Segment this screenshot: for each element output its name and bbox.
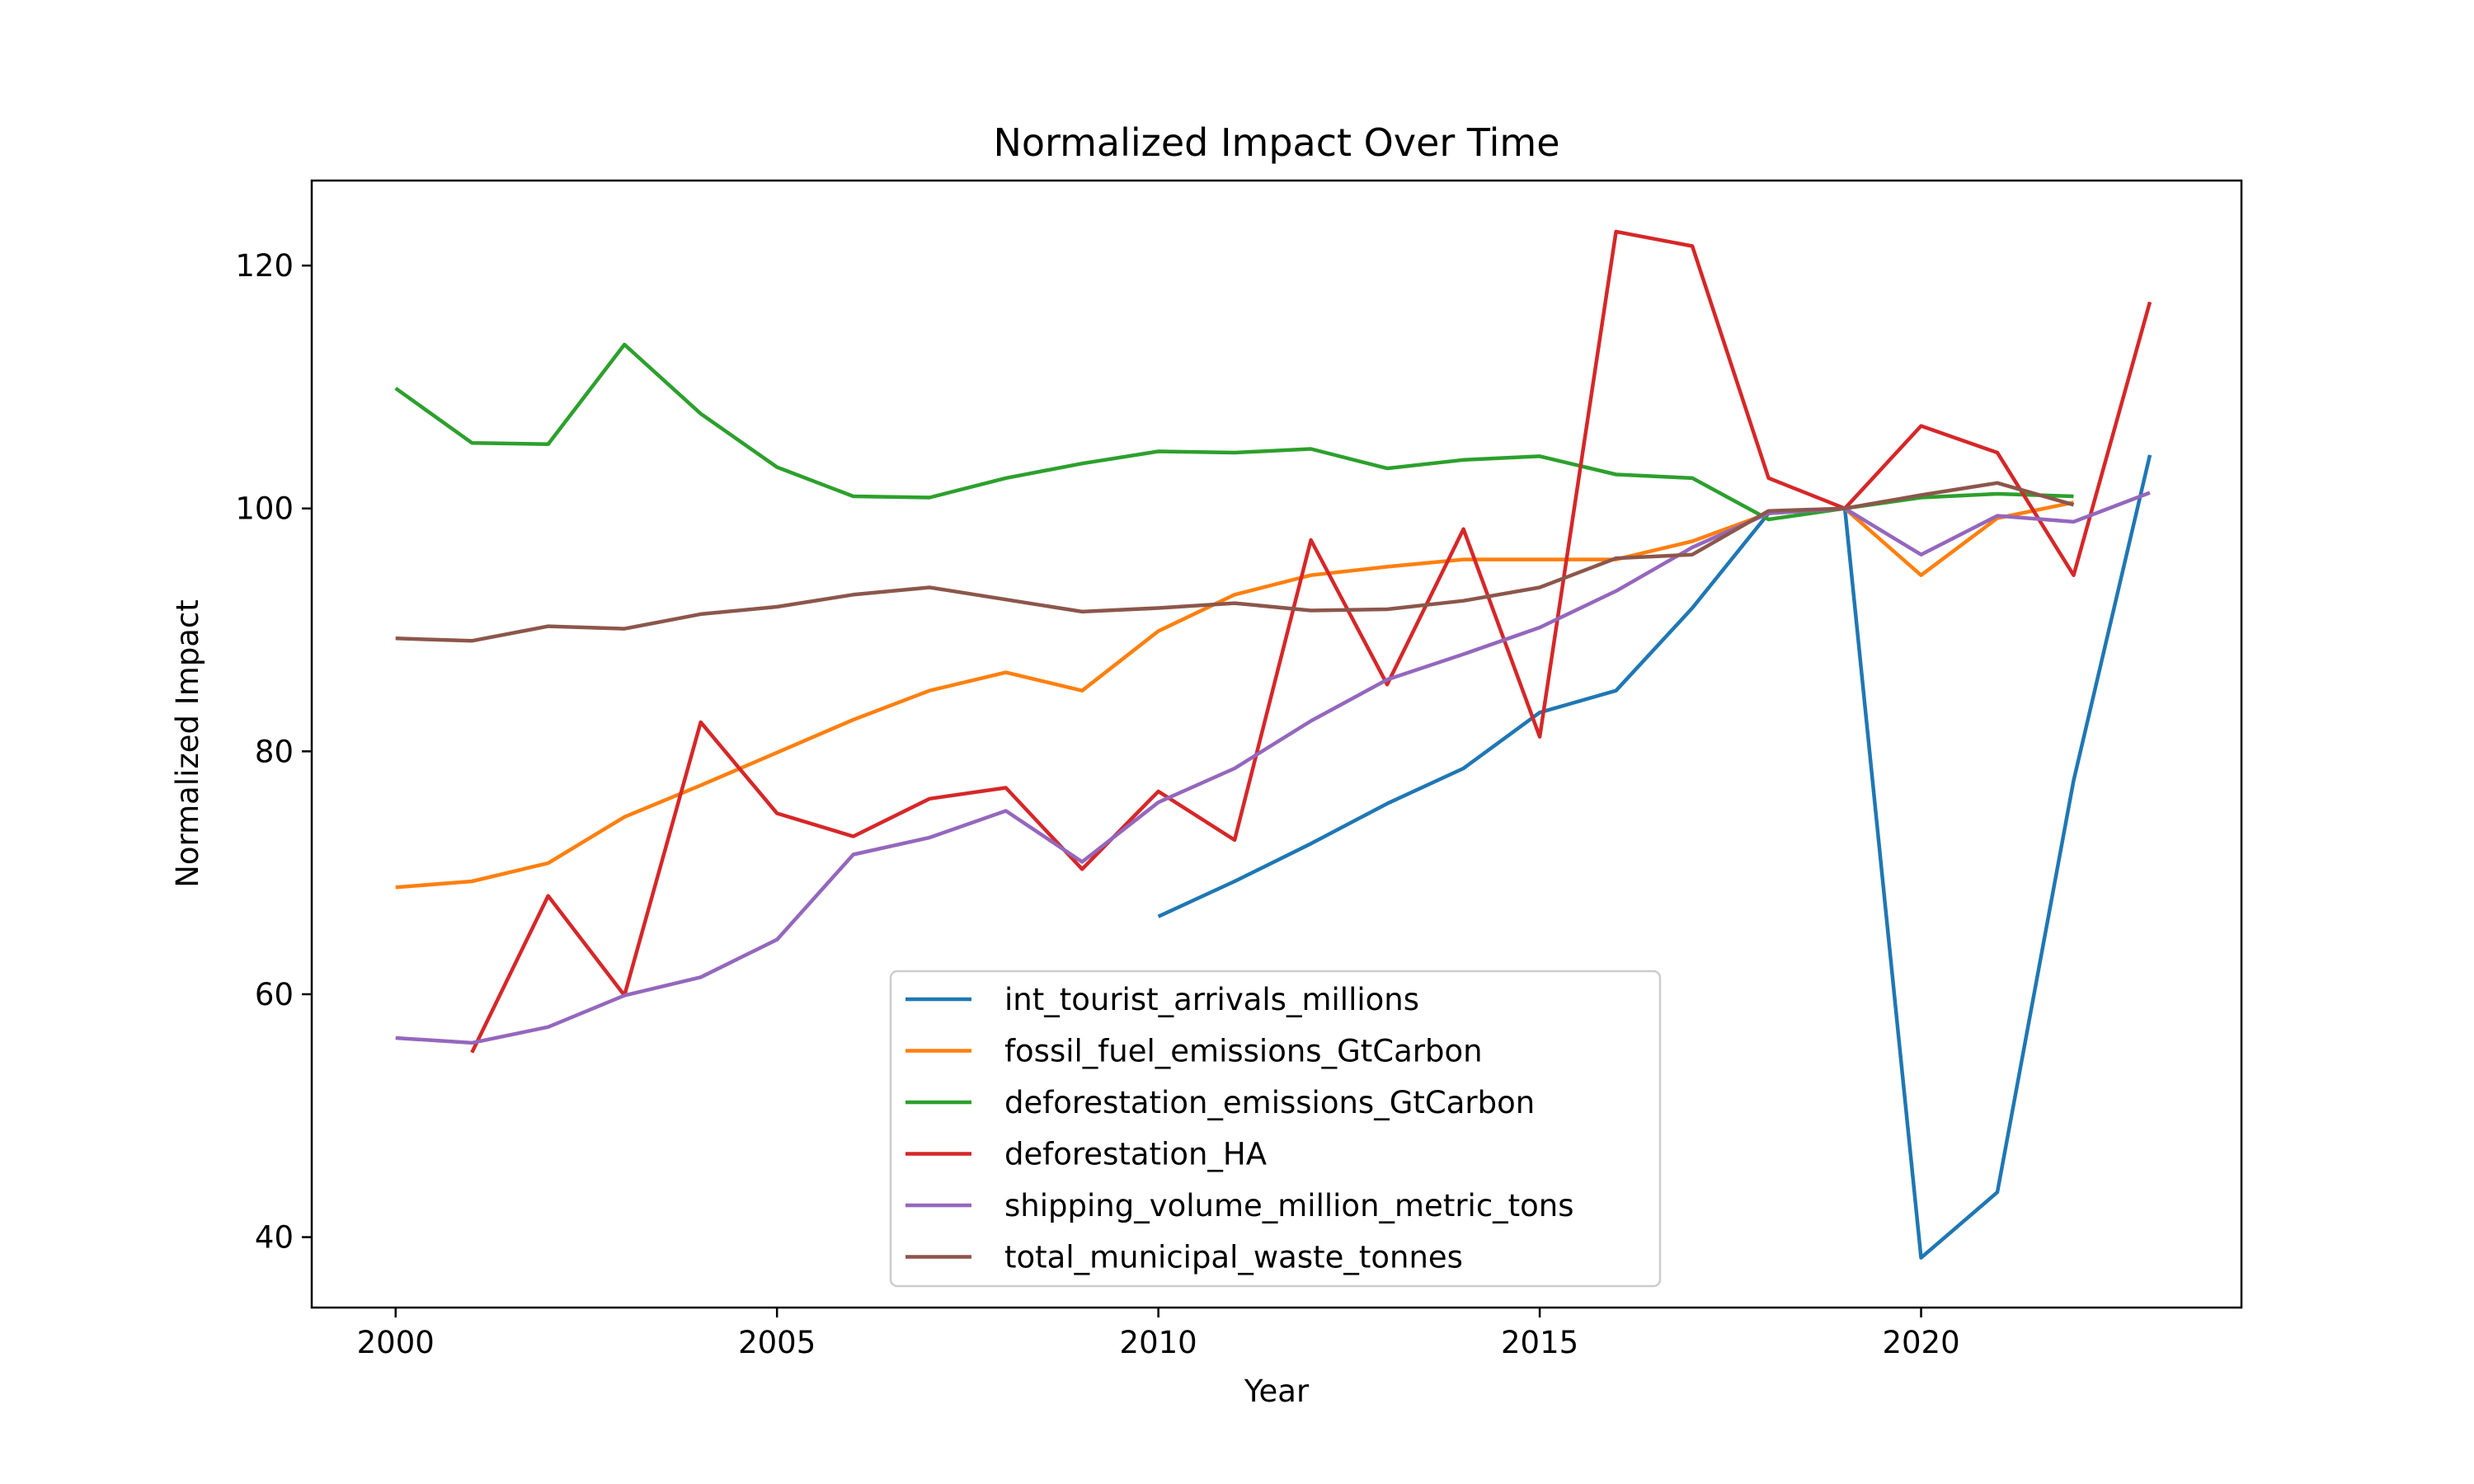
legend: int_tourist_arrivals_millions fossil_fuel… bbox=[889, 970, 1662, 1288]
x-tick-label: 2005 bbox=[738, 1325, 816, 1360]
legend-frame bbox=[889, 970, 1662, 1288]
legend-label-fossil_fuel_emissions_GtCarbon: fossil_fuel_emissions_GtCarbon bbox=[1004, 1034, 1483, 1069]
series-line-total_municipal_waste_tonnes bbox=[395, 481, 2075, 643]
y-axis-label: Normalized Impact bbox=[170, 599, 205, 888]
x-axis: 2000 2005 2010 2015 2020 bbox=[357, 1308, 1960, 1360]
x-axis-label: Year bbox=[1244, 1374, 1310, 1409]
x-tick-label: 2020 bbox=[1882, 1325, 1959, 1360]
series-line-shipping_volume_million_metric_tons bbox=[395, 491, 2151, 1045]
y-axis: 40 60 80 100 120 bbox=[235, 248, 312, 1256]
legend-label-shipping_volume_million_metric_tons: shipping_volume_million_metric_tons bbox=[1004, 1188, 1574, 1223]
series-line-deforestation_emissions_GtCarbon bbox=[394, 342, 2074, 522]
legend-label-int_tourist_arrivals_millions: int_tourist_arrivals_millions bbox=[1004, 982, 1419, 1017]
legend-label-deforestation_emissions_GtCarbon: deforestation_emissions_GtCarbon bbox=[1004, 1085, 1535, 1120]
x-tick-label: 2000 bbox=[357, 1325, 435, 1360]
series-layer bbox=[394, 229, 2152, 1260]
y-tick-label: 80 bbox=[255, 734, 294, 769]
plot-area-frame bbox=[310, 179, 2243, 1309]
y-tick-label: 100 bbox=[235, 491, 294, 527]
series-line-deforestation_HA bbox=[470, 229, 2152, 1054]
legend-label-deforestation_HA: deforestation_HA bbox=[1004, 1137, 1267, 1172]
legend-label-total_municipal_waste_tonnes: total_municipal_waste_tonnes bbox=[1004, 1240, 1463, 1275]
x-tick-label: 2015 bbox=[1501, 1325, 1578, 1360]
y-tick-label: 120 bbox=[235, 248, 294, 284]
chart-title: Normalized Impact Over Time bbox=[993, 120, 1559, 165]
y-tick-label: 60 bbox=[255, 977, 294, 1012]
y-tick-label: 40 bbox=[255, 1220, 294, 1256]
x-tick-label: 2010 bbox=[1120, 1325, 1197, 1360]
series-line-int_tourist_arrivals_millions bbox=[1157, 454, 2152, 1260]
